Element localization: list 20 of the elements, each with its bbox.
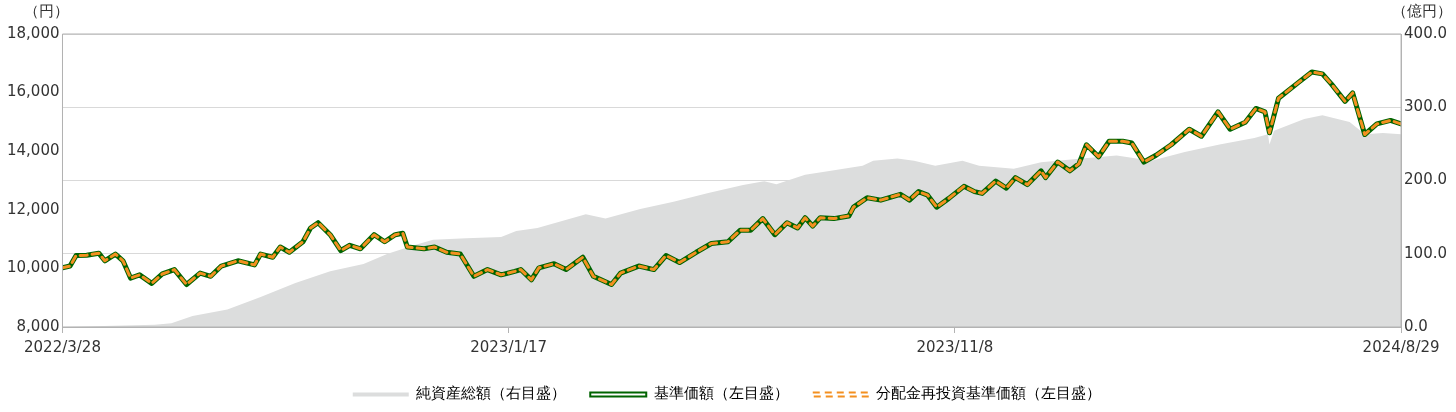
y-tick-label: 8,000 — [16, 316, 60, 335]
y-tick-label: 18,000 — [6, 23, 60, 42]
y-tick-label: 16,000 — [6, 82, 60, 101]
y2-tick-label: 200.0 — [1404, 170, 1448, 189]
legend-label: 純資産総額（右目盛） — [416, 384, 567, 403]
x-tick-label: 2024/8/29 — [1362, 337, 1440, 356]
y-axis-title: （円） — [24, 2, 69, 21]
y2-tick-label: 0.0 — [1404, 316, 1428, 335]
y2-tick-label: 400.0 — [1404, 23, 1448, 42]
y2-axis-title: （億円） — [1392, 2, 1452, 21]
x-tick-label: 2023/11/8 — [916, 337, 994, 356]
y-tick-label: 10,000 — [6, 258, 60, 277]
y2-tick-label: 300.0 — [1404, 97, 1448, 116]
legend-label: 分配金再投資基準価額（左目盛） — [876, 384, 1102, 403]
x-tick-label: 2022/3/28 — [24, 337, 101, 356]
y2-tick-label: 100.0 — [1404, 243, 1448, 262]
y-tick-label: 12,000 — [6, 199, 60, 218]
x-tick-label: 2023/1/17 — [470, 337, 548, 356]
y-tick-label: 14,000 — [6, 141, 60, 160]
legend-label: 基準価額（左目盛） — [653, 384, 789, 403]
